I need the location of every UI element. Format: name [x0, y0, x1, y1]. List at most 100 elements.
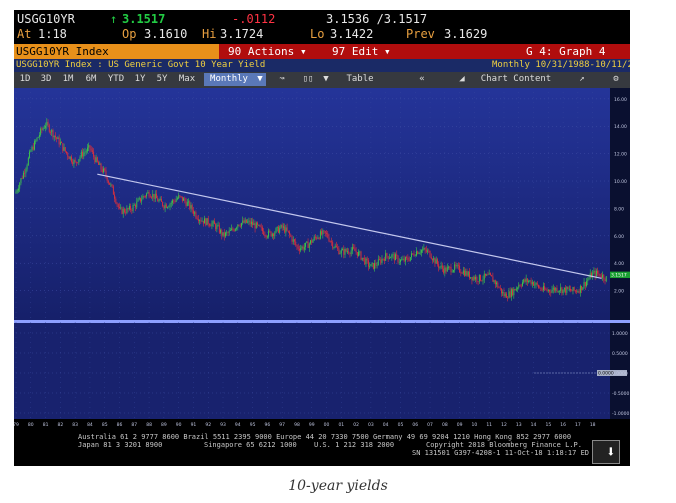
candle-body [592, 272, 594, 278]
chart-toolbar: 1D 3D 1M 6M YTD 1Y 5Y Max Monthly ▼ ↝ ▯▯… [14, 72, 630, 88]
period-1d[interactable]: 1D [19, 74, 31, 84]
candle-body [127, 208, 129, 210]
upper-plot-background [14, 88, 610, 320]
x-tick-label: 96 [265, 422, 271, 428]
candle-body [21, 178, 23, 180]
candle-body [496, 282, 498, 285]
candle-body [545, 289, 547, 291]
chart-content-button[interactable]: Chart Content [480, 74, 552, 84]
candle-body [381, 258, 383, 263]
candle-body [176, 198, 178, 200]
candle-body [95, 157, 97, 163]
candle-body [164, 204, 166, 209]
candle-body [366, 258, 368, 261]
period-5y[interactable]: 5Y [156, 74, 168, 84]
candle-body [29, 151, 31, 158]
candle-body [549, 289, 551, 292]
table-button[interactable]: Table [346, 74, 374, 84]
candle-body [494, 280, 496, 285]
period-ytd[interactable]: YTD [107, 74, 125, 84]
candle-body [105, 170, 107, 177]
candle-body [148, 192, 150, 197]
frequency-dropdown-icon[interactable]: ▼ [254, 73, 266, 86]
candle-body [41, 128, 43, 130]
period-1m[interactable]: 1M [62, 74, 74, 84]
x-tick-label: 11 [486, 422, 492, 428]
candle-body [400, 259, 401, 262]
candle-body [87, 147, 88, 152]
period-3d[interactable]: 3D [40, 74, 52, 84]
candle-body [542, 286, 544, 291]
y-tick-label: 14.00 [614, 124, 627, 130]
x-tick-label: 18 [590, 422, 596, 428]
x-tick-label: 85 [102, 422, 108, 428]
period-6m[interactable]: 6M [85, 74, 97, 84]
candle-body [96, 157, 98, 162]
candle-body [185, 201, 187, 206]
candlestick-icon[interactable]: ▯▯ [302, 74, 314, 84]
candle-body [587, 279, 589, 282]
candle-body [74, 160, 76, 162]
candle-body [492, 276, 494, 282]
edit-menu[interactable]: 97 Edit [332, 45, 379, 58]
candle-body [593, 270, 595, 273]
x-tick-label: 92 [205, 422, 211, 428]
candle-body [179, 195, 181, 197]
candle-body [533, 281, 534, 286]
candle-body [236, 227, 238, 229]
candle-body [84, 151, 86, 153]
actions-dropdown-icon[interactable]: ▾ [300, 45, 307, 58]
candle-body [168, 206, 170, 208]
edit-dropdown-icon[interactable]: ▾ [384, 45, 391, 58]
collapse-icon[interactable]: « [419, 74, 425, 84]
candle-body [364, 257, 366, 265]
settings-icon[interactable]: ⚙ [613, 74, 619, 84]
last-value-tag-text: 3.1517 [611, 272, 627, 278]
candle-body [536, 282, 538, 285]
chart-type-dropdown-icon[interactable]: ▼ [323, 74, 329, 84]
panel-divider[interactable] [14, 320, 630, 323]
candle-body [131, 210, 133, 211]
candle-body [202, 220, 204, 224]
lower-tick-label: -1.0000 [612, 411, 630, 417]
candle-body [371, 262, 373, 264]
period-max[interactable]: Max [178, 74, 196, 84]
candle-body [307, 241, 309, 248]
candle-body [448, 266, 449, 268]
line-chart-icon[interactable]: ↝ [279, 74, 285, 84]
period-1y[interactable]: 1Y [134, 74, 146, 84]
candle-body [481, 280, 483, 282]
candle-body [239, 225, 241, 227]
candle-body [292, 239, 294, 242]
draw-icon[interactable]: ↗ [579, 74, 585, 84]
candle-body [68, 156, 70, 159]
candle-body [342, 249, 343, 251]
candle-body [335, 245, 337, 248]
candle-body [228, 230, 230, 233]
candle-body [285, 227, 287, 233]
candle-body [529, 280, 531, 282]
candle-body [245, 219, 247, 223]
candle-body [82, 151, 83, 157]
candle-body [466, 270, 468, 276]
candle-body [136, 201, 138, 208]
candle-body [554, 287, 555, 291]
download-button[interactable]: ⬇ [592, 440, 620, 464]
candle-body [598, 273, 600, 275]
candle-body [470, 277, 472, 279]
chart-content-icon[interactable]: ◢ [459, 74, 465, 84]
candle-body [298, 248, 300, 251]
candle-body [351, 247, 353, 251]
candle-body [432, 258, 433, 261]
candle-body [281, 224, 283, 228]
frequency-select[interactable]: Monthly [204, 73, 254, 86]
candle-body [519, 285, 521, 287]
candle-body [54, 135, 56, 138]
candle-body [296, 244, 298, 247]
candle-body [135, 204, 136, 208]
candle-body [100, 163, 102, 170]
candle-body [430, 257, 432, 259]
candle-body [106, 176, 108, 182]
actions-menu[interactable]: 90 Actions [228, 45, 295, 58]
x-tick-label: 12 [501, 422, 507, 428]
